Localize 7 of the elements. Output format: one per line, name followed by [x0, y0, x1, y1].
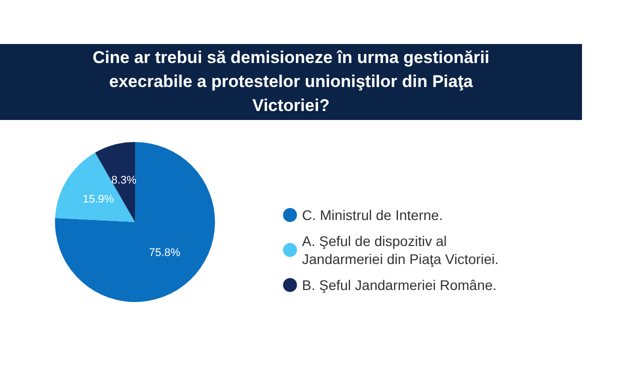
legend-label: C. Ministrul de Interne.	[302, 207, 443, 223]
chart-title: Cine ar trebui să demisioneze în urma gestionării execrabile a protestelor unioniştilor din Piaţa Victoriei?	[92, 47, 490, 117]
data-label: 15.9%	[82, 194, 114, 206]
data-label: 75.8%	[149, 247, 180, 260]
data-label: 8.3%	[111, 174, 137, 186]
legend-label: A. Şeful de dispozitiv al Jandarmeriei din Piaţa Victoriei.	[302, 233, 499, 267]
legend-label: B. Şeful Jandarmeriei Române.	[302, 277, 497, 293]
